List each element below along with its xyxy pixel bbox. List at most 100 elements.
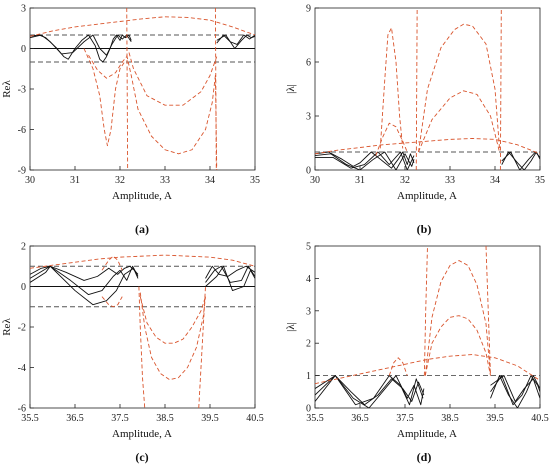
series-d-9 (424, 315, 491, 376)
series-b-6 (315, 138, 540, 155)
x-tick-label-a-1: 31 (70, 175, 80, 186)
y-tick-label-a-3: 0 (21, 44, 26, 55)
y-tick-label-a-2: -3 (18, 85, 26, 96)
x-tick-label-d-5: 40.5 (531, 413, 549, 424)
y-tick-label-a-4: 3 (21, 4, 26, 15)
series-d-5 (490, 375, 540, 406)
x-tick-label-b-4: 34 (490, 175, 500, 186)
series-d-10 (424, 260, 491, 376)
caption-b: (b) (417, 222, 432, 236)
series-d-8 (388, 357, 408, 376)
x-axis-label-d: Amplitude, A (397, 428, 457, 440)
series-b-12 (499, 8, 502, 170)
x-tick-label-a-4: 34 (205, 175, 215, 186)
panel-b: 30 31 32 33 34 35 0 3 6 9 |λ| Amplitude, A (b) (285, 4, 545, 237)
y-tick-label-d-1: 1 (306, 371, 311, 382)
y-tick-label-c-2: -2 (18, 323, 26, 334)
ticks-group-d: 35.5 36.5 37.5 38.5 39.5 40.5 0 1 2 3 4 5 (306, 242, 549, 425)
plot-frame-d (314, 245, 541, 409)
x-tick-label-b-5: 35 (535, 175, 545, 186)
series-c-4 (30, 265, 139, 296)
x-tick-label-c-1: 36.5 (66, 413, 84, 424)
series-c-14 (138, 286, 146, 408)
series-b-10 (418, 90, 500, 153)
x-tick-label-a-2: 32 (115, 175, 125, 186)
series-c-6 (205, 265, 255, 279)
y-tick-label-d-5: 5 (306, 242, 311, 253)
y-tick-label-c-0: -6 (18, 404, 26, 415)
x-tick-label-c-3: 38.5 (156, 413, 174, 424)
x-tick-label-c-0: 35.5 (21, 413, 39, 424)
y-tick-label-a-1: -6 (18, 125, 26, 136)
x-tick-label-d-3: 38.5 (441, 413, 459, 424)
series-a-4 (30, 34, 132, 56)
series-a-7 (30, 16, 255, 37)
panel-c: 35.5 36.5 37.5 38.5 39.5 40.5 -6 -4 -2 0 2 Reλ Amp… (1, 242, 264, 465)
plot-frame-b (314, 7, 541, 171)
series-a-5 (216, 34, 255, 45)
x-tick-label-d-1: 36.5 (351, 413, 369, 424)
x-tick-label-c-2: 37.5 (111, 413, 129, 424)
series-b-9 (418, 23, 500, 153)
y-tick-label-b-3: 9 (306, 4, 311, 15)
x-tick-label-b-2: 32 (400, 175, 410, 186)
x-tick-label-b-1: 31 (355, 175, 365, 186)
series-c-12 (139, 296, 206, 344)
ticks-group-a: 30 31 32 33 34 35 -9 -6 -3 0 3 (18, 4, 260, 187)
x-tick-label-a-3: 33 (160, 175, 170, 186)
series-b-8 (375, 122, 408, 156)
series-d-7 (315, 354, 540, 385)
x-tick-label-a-5: 35 (250, 175, 260, 186)
y-tick-label-c-4: 2 (21, 242, 26, 253)
panel-d: 35.5 36.5 37.5 38.5 39.5 40.5 0 1 2 3 4 5 |λ| Ampli… (285, 242, 549, 465)
panel-a: 30 31 32 33 34 35 -9 -6 -3 0 3 Reλ Amplitude, A (a… (1, 4, 260, 237)
caption-d: (d) (417, 450, 432, 464)
series-c-13 (139, 292, 206, 381)
series-d-2 (315, 375, 425, 408)
y-tick-label-a-0: -9 (18, 166, 26, 177)
y-tick-label-d-0: 0 (306, 404, 311, 415)
series-b-7 (379, 27, 404, 149)
series-c-15 (198, 286, 206, 408)
series-group-c (30, 254, 255, 408)
series-c-10 (101, 255, 123, 271)
x-tick-label-c-4: 39.5 (201, 413, 219, 424)
series-c-9 (30, 254, 255, 269)
series-c-3 (30, 265, 139, 281)
series-group-b (315, 8, 540, 170)
series-b-1 (315, 151, 415, 169)
series-a-6 (216, 34, 255, 49)
y-tick-label-c-3: 0 (21, 282, 26, 293)
x-axis-label-b: Amplitude, A (397, 190, 457, 202)
series-d-4 (490, 375, 540, 408)
ticks-group-b: 30 31 32 33 34 35 0 3 6 9 (306, 4, 545, 187)
y-axis-label-b: |λ| (285, 84, 297, 94)
x-tick-label-d-0: 35.5 (306, 413, 324, 424)
series-b-3 (315, 151, 415, 170)
series-a-10 (128, 52, 218, 106)
series-a-9 (88, 55, 128, 79)
series-c-8 (205, 265, 255, 291)
series-c-5 (30, 265, 139, 306)
x-axis-label-a: Amplitude, A (112, 190, 172, 202)
caption-c: (c) (135, 450, 148, 464)
y-tick-label-b-0: 0 (306, 166, 311, 177)
y-axis-label-c: Reλ (1, 318, 13, 336)
caption-a: (a) (135, 222, 149, 236)
y-tick-label-d-2: 2 (306, 339, 311, 350)
series-a-11 (126, 55, 218, 170)
series-c-7 (205, 265, 255, 283)
x-axis-label-c: Amplitude, A (112, 428, 172, 440)
series-d-12 (485, 246, 491, 376)
y-tick-label-b-2: 6 (306, 58, 311, 69)
series-d-6 (490, 375, 540, 402)
series-d-1 (315, 375, 425, 406)
y-axis-label-d: |λ| (285, 322, 297, 332)
series-b-5 (501, 151, 540, 170)
series-a-8 (83, 48, 125, 147)
x-tick-label-c-5: 40.5 (246, 413, 264, 424)
series-b-2 (315, 151, 415, 170)
x-tick-label-b-0: 30 (310, 175, 320, 186)
series-c-11 (101, 296, 123, 308)
